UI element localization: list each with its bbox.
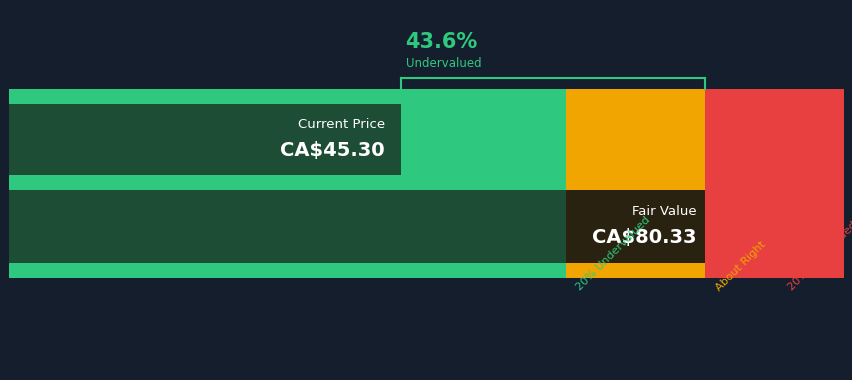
Bar [9, 190, 705, 263]
Bar [705, 89, 843, 278]
Bar [9, 89, 565, 278]
Text: 20% Undervalued: 20% Undervalued [573, 215, 651, 293]
Text: About Right: About Right [712, 239, 766, 293]
Text: CA$45.30: CA$45.30 [279, 141, 384, 160]
Bar [565, 190, 705, 263]
Text: Fair Value: Fair Value [631, 206, 696, 218]
Bar [9, 104, 401, 175]
Bar [565, 89, 705, 278]
Text: 20% Overvalued: 20% Overvalued [785, 220, 852, 293]
Text: 43.6%: 43.6% [405, 32, 477, 52]
Text: CA$80.33: CA$80.33 [591, 228, 696, 247]
Text: Undervalued: Undervalued [405, 57, 481, 70]
Text: Current Price: Current Price [297, 118, 384, 131]
